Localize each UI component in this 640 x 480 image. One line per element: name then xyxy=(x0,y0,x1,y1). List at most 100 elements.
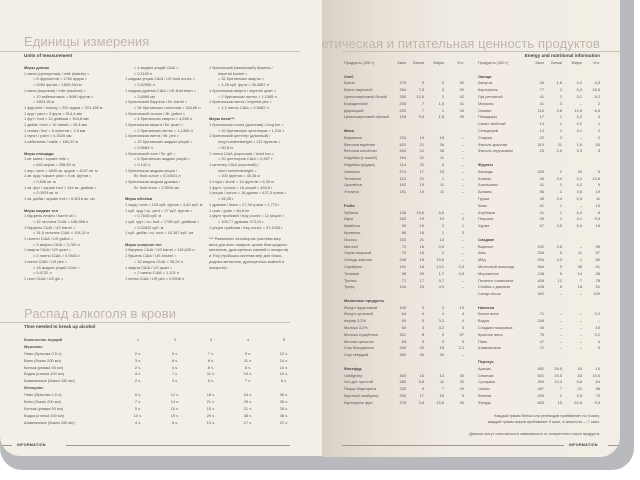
cell: – xyxy=(461,284,464,290)
unit-line: 1 миля (сухопутная) / mile (statute) = xyxy=(24,70,90,76)
cell: – xyxy=(461,155,464,161)
cell: 3 xyxy=(597,148,600,154)
category-label: Фастфуд xyxy=(344,365,362,371)
table-row: Персики 45 1 0,1 9,5 xyxy=(478,216,600,223)
cell: 240 xyxy=(399,345,407,351)
row-label: Дарницкий xyxy=(344,107,364,113)
cell: 24 ч. xyxy=(243,392,253,398)
unit-line: Br. fluid dram = 3,5516 мл xyxy=(134,184,180,190)
cell: 8 ч. xyxy=(280,378,288,384)
cell: – xyxy=(461,182,464,188)
category-heading: Фастфуд xyxy=(344,366,464,373)
row-label: Сыр Моцарелла xyxy=(344,345,374,351)
cell: 19 xyxy=(439,216,444,222)
cell: – xyxy=(461,175,464,181)
cell: – xyxy=(579,291,582,297)
cell: 552 xyxy=(537,365,545,371)
unit-line: 1 баррель США / US barrel = 115,628 л xyxy=(125,247,195,253)
cell: 191 xyxy=(399,189,407,195)
cell: 15 ч. xyxy=(206,405,216,411)
row-label: Шампанское xyxy=(478,345,501,351)
row-label: Бананы xyxy=(478,189,492,195)
table-row: Утятина 191 19 11 – xyxy=(344,189,464,196)
cell: 4,9 xyxy=(438,284,444,290)
cell: 15 xyxy=(439,134,444,140)
cell: 0,6 xyxy=(556,243,562,249)
category-heading: Молочные продукты xyxy=(344,298,464,305)
row-label: Шампанское (бокал 150 мл) xyxy=(24,419,75,425)
cell: 11 xyxy=(577,250,582,256)
unit-line: 1 баррель нефти / barrel oil = xyxy=(24,213,77,219)
cell: – xyxy=(461,250,464,256)
cell: 601 xyxy=(537,372,545,378)
row-label: Салат зелёный xyxy=(478,121,506,127)
row-label: Груши xyxy=(478,195,490,201)
unit-line: 1 галлон США / US gallon = xyxy=(24,236,74,242)
cell: 6 ч. xyxy=(134,392,142,398)
cell: 64 xyxy=(401,311,406,317)
section-heading: Меры жидких тел xyxy=(24,207,58,213)
cell: 53 xyxy=(595,141,600,147)
cell: 75 xyxy=(401,250,406,256)
unit-line: = 0,02832 куб. м xyxy=(134,224,164,230)
unit-line: 1 бушель США / US bushel = xyxy=(125,253,177,259)
unit-line: 1 линия / line = 6 пунктов = 2,5 мм xyxy=(24,127,86,133)
unit-line: 1 фут / foot = 12 дюймов = 304,8 мм xyxy=(24,116,89,122)
row-label: Чипсы xyxy=(478,386,490,392)
cell: 3 xyxy=(559,134,562,140)
cell: 62,5 xyxy=(574,399,582,405)
row-label: Молоко цельное xyxy=(344,338,374,344)
row-label: Цыплёнок xyxy=(344,182,363,188)
category-label: Фрукты xyxy=(478,161,493,167)
cell: 0,5 xyxy=(576,189,582,195)
cell: 60 xyxy=(401,325,406,331)
cell: 7 ч. xyxy=(244,378,252,384)
unit-line: = 1,2 пинты США = 0,5682 л xyxy=(218,104,269,110)
cell: 38 xyxy=(439,148,444,154)
cell: 248 xyxy=(537,270,545,276)
cell: 20,5 xyxy=(554,372,562,378)
unit-line: = 8 фурлонгов = 1760 ярдов = xyxy=(33,76,88,82)
row-label: Сыр твёрдый xyxy=(344,352,369,358)
cell: 350 xyxy=(399,352,407,358)
cell: 30 xyxy=(459,372,464,378)
row-label: Фасоль красная xyxy=(478,141,507,147)
cell: 15 xyxy=(557,399,562,405)
table-row: Капуста 28 1,8 0,2 4,5 xyxy=(478,80,600,87)
table-row: Минтай 72 16 0,9 – xyxy=(344,244,464,251)
unit-line: 1 британская жидкая унция / xyxy=(125,167,177,173)
unit-line: 1 британский галлон / Br. gallon = xyxy=(125,110,186,116)
cell: 29 xyxy=(459,386,464,392)
cell: 1 xyxy=(559,202,562,208)
cell: – xyxy=(559,311,562,317)
unit-line: = 5 британских жидких унций = xyxy=(134,156,191,162)
cell: 11 xyxy=(439,155,444,161)
cell: 0,2 xyxy=(594,311,600,317)
cell: 9 xyxy=(441,331,444,337)
cell: 192 xyxy=(399,182,407,188)
cell: 41 xyxy=(539,182,544,188)
table-row: Семечки 601 20,5 53 10,5 xyxy=(478,373,600,380)
unit-line: лекарств). xyxy=(209,264,228,270)
cell: 234 xyxy=(399,134,407,140)
unit-line: = 20 британских жидких унций = xyxy=(134,139,193,145)
cell: 9,5 xyxy=(594,399,600,405)
row-label: Оливки xyxy=(478,107,492,113)
unit-line: 1 британская пинта / imperial pint = xyxy=(209,99,272,105)
section-heading: Меры длины xyxy=(24,65,50,70)
unit-line: 1 фурлонг / furlong = 220 ярдов = 201,16… xyxy=(24,104,103,110)
cell: 7 xyxy=(421,100,424,106)
cell: 5 ч. xyxy=(207,378,215,384)
row-label: Сухарики xyxy=(478,379,496,385)
cell: 300 xyxy=(399,372,407,378)
row-label: Чизбургер xyxy=(344,372,363,378)
cell: 1 xyxy=(441,175,444,181)
row-label: Хот-дог простой xyxy=(344,379,374,385)
divider xyxy=(342,51,620,52)
row-label: Икра xyxy=(344,216,353,222)
row-label: Скумбрия xyxy=(344,263,362,269)
cell: 100 xyxy=(399,304,407,310)
cell: 14 xyxy=(539,121,544,127)
cell: – xyxy=(579,202,582,208)
cell: 23 xyxy=(419,284,424,290)
